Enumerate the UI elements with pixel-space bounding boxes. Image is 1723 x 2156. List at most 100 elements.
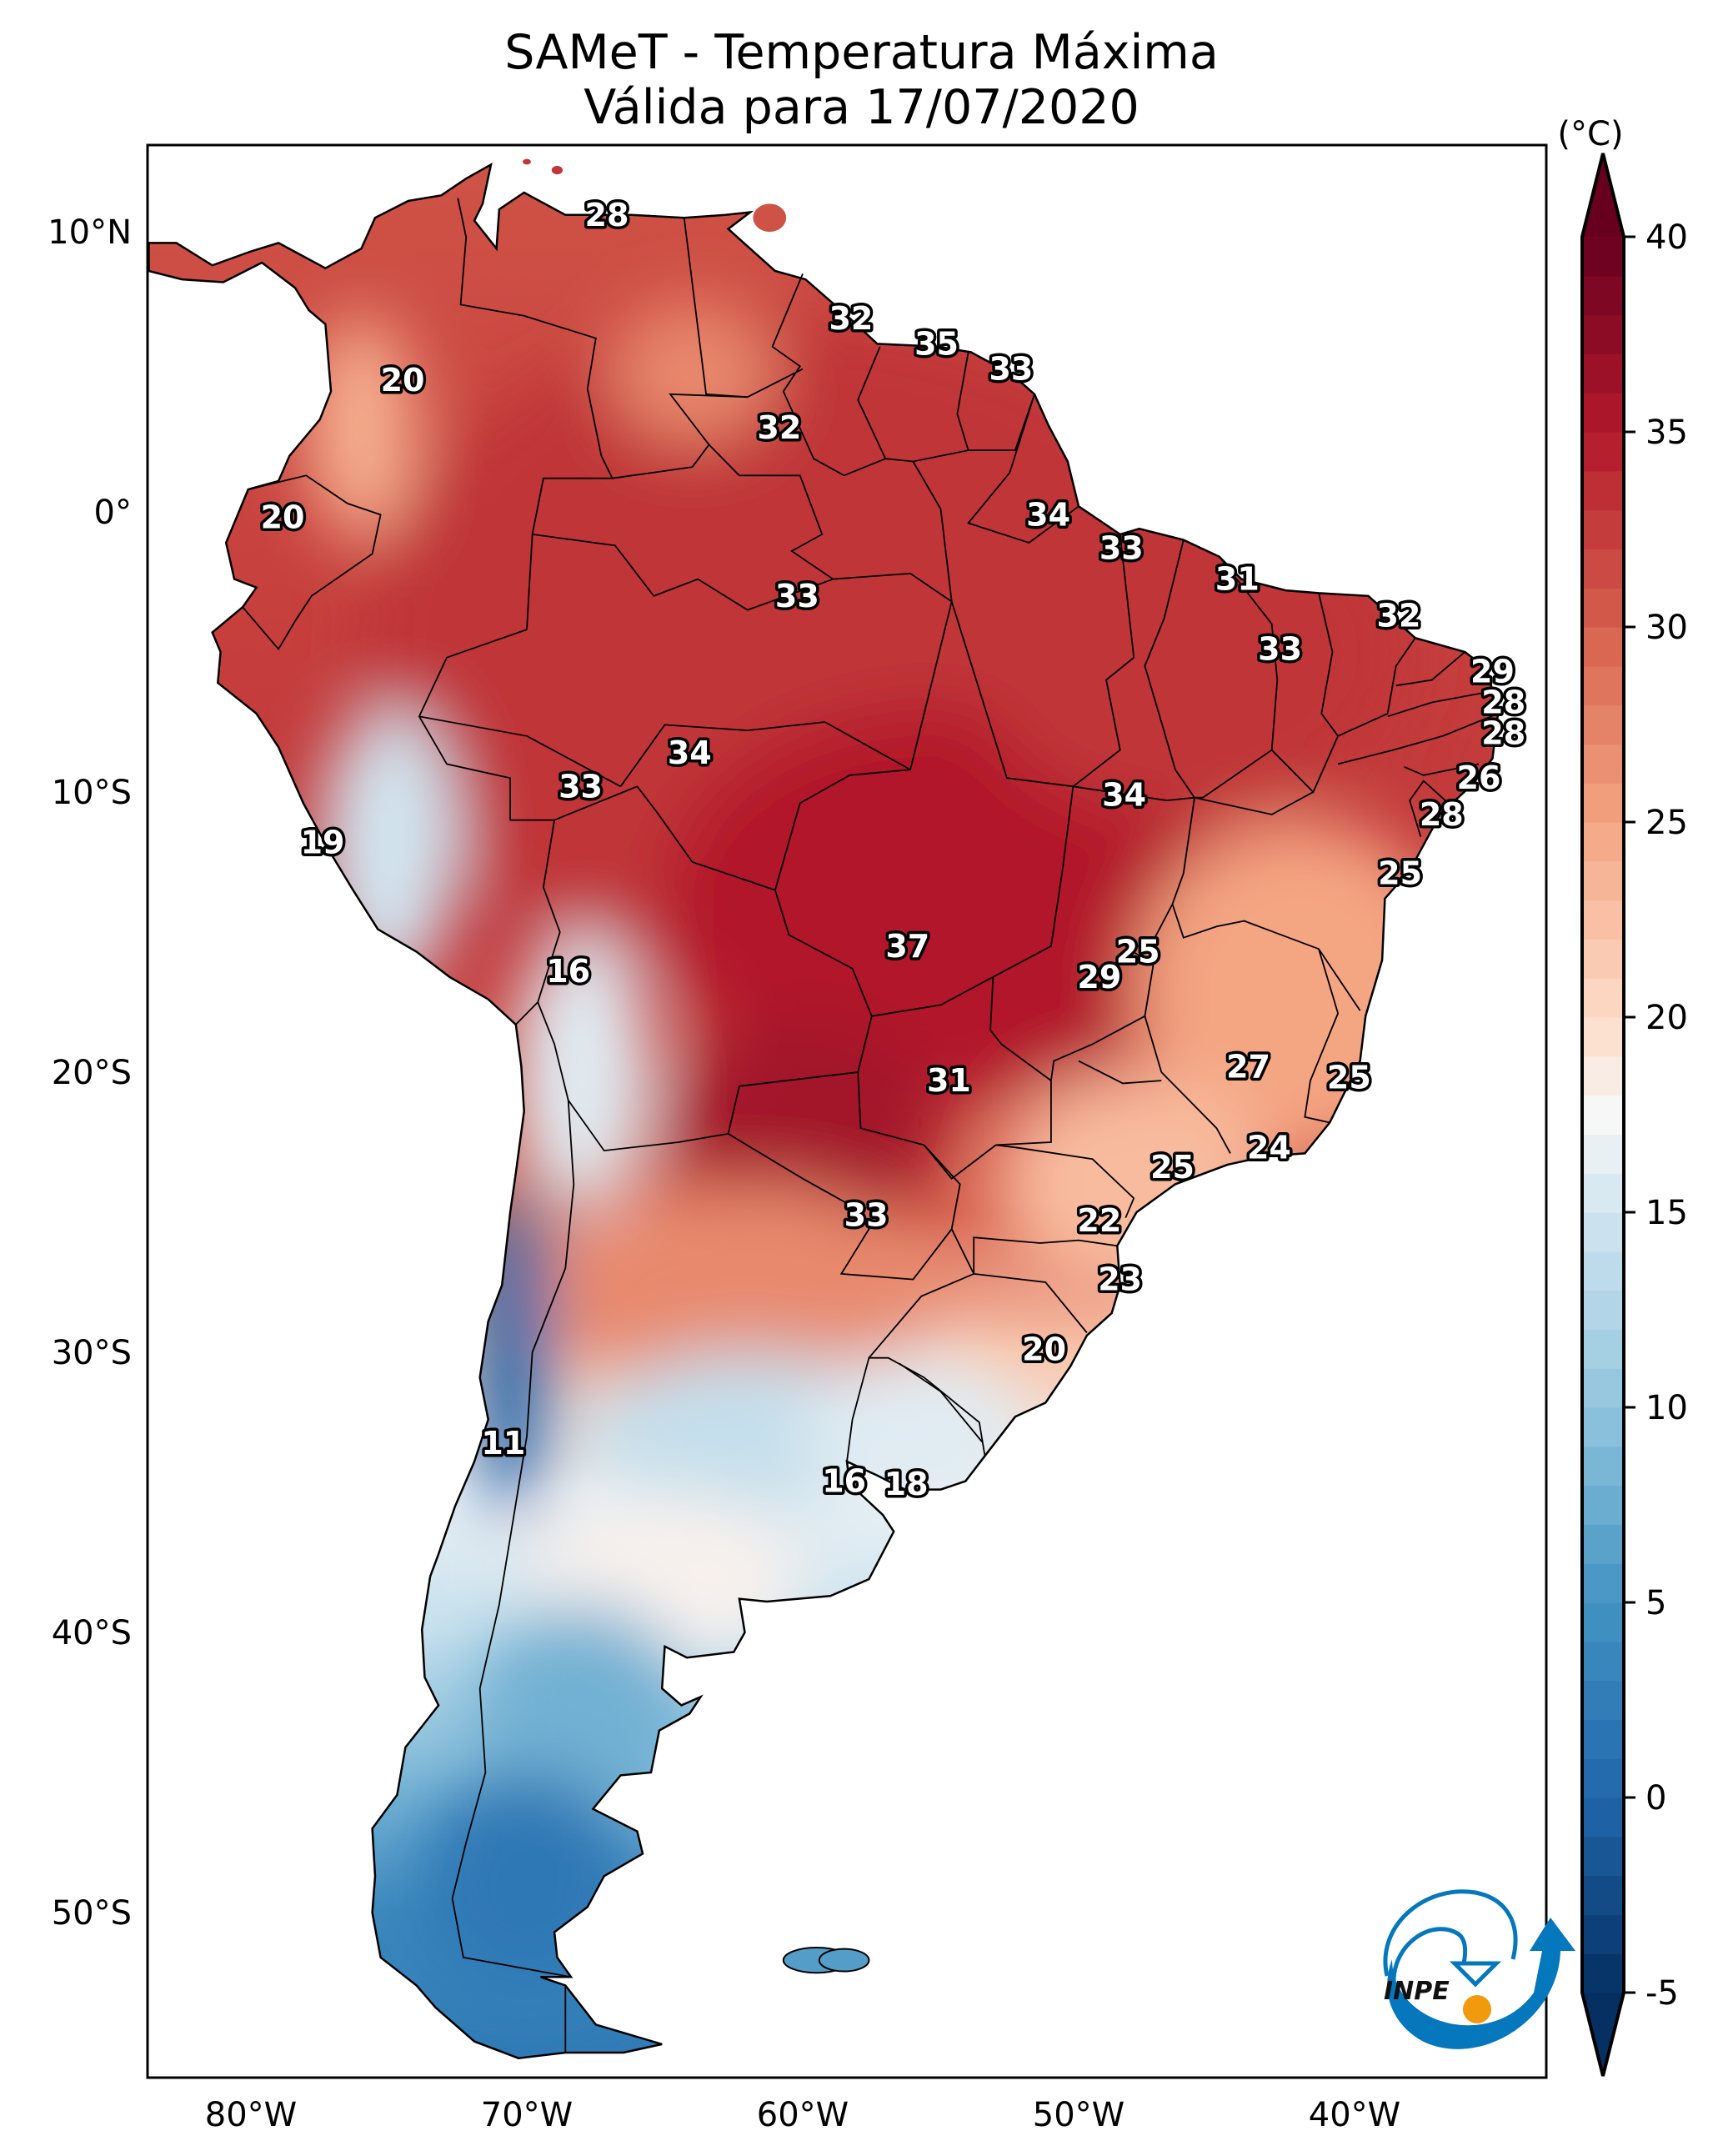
colorbar-band — [1582, 860, 1624, 901]
colorbar-band — [1582, 1134, 1624, 1174]
temperature-label: 35 — [914, 325, 959, 362]
temperature-label: 29 — [1077, 959, 1121, 995]
temperature-label: 34 — [668, 735, 712, 771]
border-line — [967, 394, 1079, 544]
temperature-label: 18 — [884, 1466, 929, 1502]
temperature-field-patch — [554, 1184, 941, 1409]
temperature-field-patch — [968, 484, 1410, 820]
coastline — [148, 162, 1500, 2059]
border-line — [899, 1362, 983, 1443]
border-line — [1409, 780, 1450, 838]
temperature-label: 33 — [775, 578, 819, 614]
colorbar-band — [1582, 1368, 1624, 1408]
temperature-label: 29 — [1470, 654, 1515, 690]
border-line — [1072, 534, 1135, 788]
temperature-label: 22 — [1077, 1202, 1121, 1239]
border-line — [1144, 1015, 1231, 1154]
border-line — [1050, 903, 1174, 1081]
border-line — [871, 976, 994, 1017]
latitude-axis: 10°N 0° 10°S 20°S 30°S 40°S 50°S — [48, 213, 132, 1933]
temperature-field-patch — [664, 708, 1217, 1101]
temperature-label: 25 — [1116, 934, 1160, 970]
colorbar-band — [1582, 1055, 1624, 1096]
colorbar: 40 35 30 25 20 15 10 5 0 -5 (°C) — [1557, 115, 1688, 2077]
temperature-label: 23 — [1098, 1261, 1142, 1298]
colorbar-extend-min — [1582, 1993, 1624, 2076]
falkland-islands — [523, 158, 870, 1974]
inpe-logo: INPE — [1383, 1889, 1575, 2049]
border-line — [995, 1144, 1135, 1219]
colorbar-band — [1582, 1680, 1624, 1720]
border-line — [242, 474, 382, 651]
lat-tick-label: 20°S — [52, 1054, 132, 1092]
colorbar-band — [1582, 588, 1624, 628]
colorbar-band — [1582, 939, 1624, 979]
colorbar-band — [1582, 470, 1624, 511]
lat-tick-label: 30°S — [52, 1334, 132, 1372]
colorbar-tick-label: 40 — [1645, 218, 1688, 257]
colorbar-band — [1582, 1173, 1624, 1213]
temperature-label: 33 — [989, 351, 1033, 388]
border-line — [457, 198, 614, 630]
colorbar-extend-max — [1582, 153, 1624, 237]
border-line — [1337, 637, 1416, 737]
border-line — [973, 1236, 1118, 1274]
colorbar-band — [1582, 978, 1624, 1018]
colorbar-tick-label: -5 — [1645, 1974, 1679, 2013]
temperature-label: 33 — [1258, 631, 1302, 668]
border-line — [846, 1356, 986, 1462]
logo-text: INPE — [1384, 1977, 1450, 2006]
lat-tick-label: 50°S — [52, 1894, 132, 1933]
temperature-label: 31 — [1215, 561, 1260, 598]
border-line — [418, 629, 561, 1025]
lon-tick-label: 60°W — [757, 2096, 849, 2134]
colorbar-band — [1582, 275, 1624, 316]
lon-tick-label: 80°W — [205, 2096, 297, 2134]
colorbar-band — [1582, 1017, 1624, 1057]
border-line — [1337, 713, 1499, 765]
colorbar-band — [1582, 549, 1624, 589]
lat-tick-label: 0° — [94, 494, 132, 532]
temperature-label: 37 — [885, 928, 929, 965]
colorbar-band — [1582, 627, 1624, 667]
temperature-field-patch — [513, 932, 651, 1212]
temperature-label: 28 — [585, 197, 629, 233]
colorbar-band — [1582, 1914, 1624, 1954]
country-state-borders — [242, 198, 1499, 2053]
colorbar-tick-label: 15 — [1645, 1194, 1688, 1232]
border-line — [956, 352, 969, 451]
colorbar-band — [1582, 1485, 1624, 1525]
colorbar-band — [1582, 314, 1624, 354]
border-line — [537, 785, 873, 1152]
lon-tick-label: 40°W — [1309, 2096, 1400, 2134]
colorbar-band — [1582, 1758, 1624, 1798]
colorbar-band — [1582, 1407, 1624, 1447]
colorbar-tick-label: 30 — [1645, 609, 1688, 647]
colorbar-band — [1582, 1641, 1624, 1682]
colorbar-band — [1582, 1602, 1624, 1642]
island — [818, 1948, 870, 1973]
temperature-label: 24 — [1247, 1130, 1291, 1166]
colorbar-tick-label: 25 — [1645, 804, 1688, 842]
temperature-label: 34 — [1026, 496, 1070, 533]
colorbar-band — [1582, 1836, 1624, 1877]
island — [753, 203, 787, 232]
temperature-field-patch — [416, 1772, 638, 1997]
border-line — [857, 346, 887, 459]
border-line — [923, 786, 1074, 1180]
island — [551, 166, 563, 175]
border-line — [1404, 763, 1480, 776]
temperature-label: 32 — [829, 300, 873, 337]
border-line — [868, 1228, 975, 1359]
colorbar-band — [1582, 665, 1624, 706]
border-line — [1304, 948, 1340, 1124]
colorbar-band — [1582, 1095, 1624, 1135]
temperature-label: 28 — [1481, 714, 1525, 751]
colorbar-band — [1582, 432, 1624, 472]
border-line — [1194, 791, 1314, 815]
colorbar-band — [1582, 1953, 1624, 1993]
colorbar-band — [1582, 1875, 1624, 1915]
temperature-label: 16 — [546, 953, 590, 990]
border-line — [532, 534, 953, 611]
